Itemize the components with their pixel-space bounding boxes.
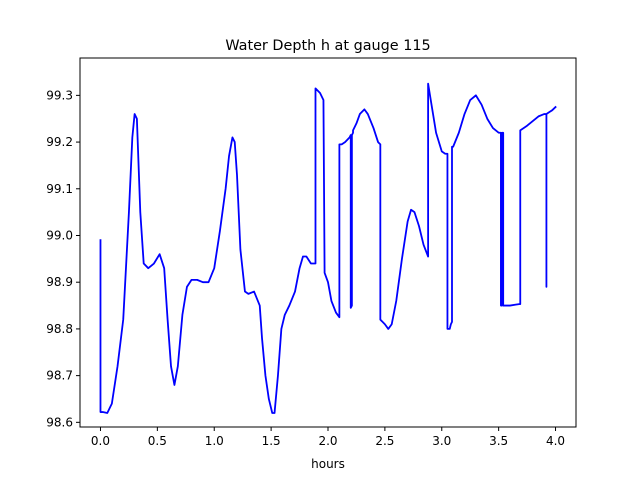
y-tick-label: 99.2 [46,135,73,149]
x-tick-label: 0.0 [91,434,110,448]
x-tick-label: 2.0 [318,434,337,448]
x-tick-label: 2.5 [375,434,394,448]
x-tick-label: 3.5 [489,434,508,448]
series-line-0 [99,82,557,414]
x-tick-label: 0.5 [148,434,167,448]
x-tick-label: 4.0 [546,434,565,448]
x-tick-label: 1.0 [205,434,224,448]
y-tick-label: 99.0 [46,228,73,242]
plot-area [79,57,577,428]
chart-title: Water Depth h at gauge 115 [225,38,430,54]
y-tick-label: 98.7 [46,369,73,383]
x-tick-label: 1.5 [262,434,281,448]
y-tick-label: 99.3 [46,88,73,102]
x-axis-ticks: 0.0 0.5 1.0 1.5 2.0 2.5 3.0 3.5 4.0 [91,427,565,448]
y-tick-label: 99.1 [46,182,73,196]
x-axis-label: hours [311,457,345,471]
x-tick-label: 3.0 [432,434,451,448]
y-tick-label: 98.9 [46,275,73,289]
y-tick-label: 98.6 [46,415,73,429]
y-axis-ticks: 98.6 98.7 98.8 98.9 99.0 99.1 99.2 99.3 [46,88,80,429]
y-tick-label: 98.8 [46,322,73,336]
